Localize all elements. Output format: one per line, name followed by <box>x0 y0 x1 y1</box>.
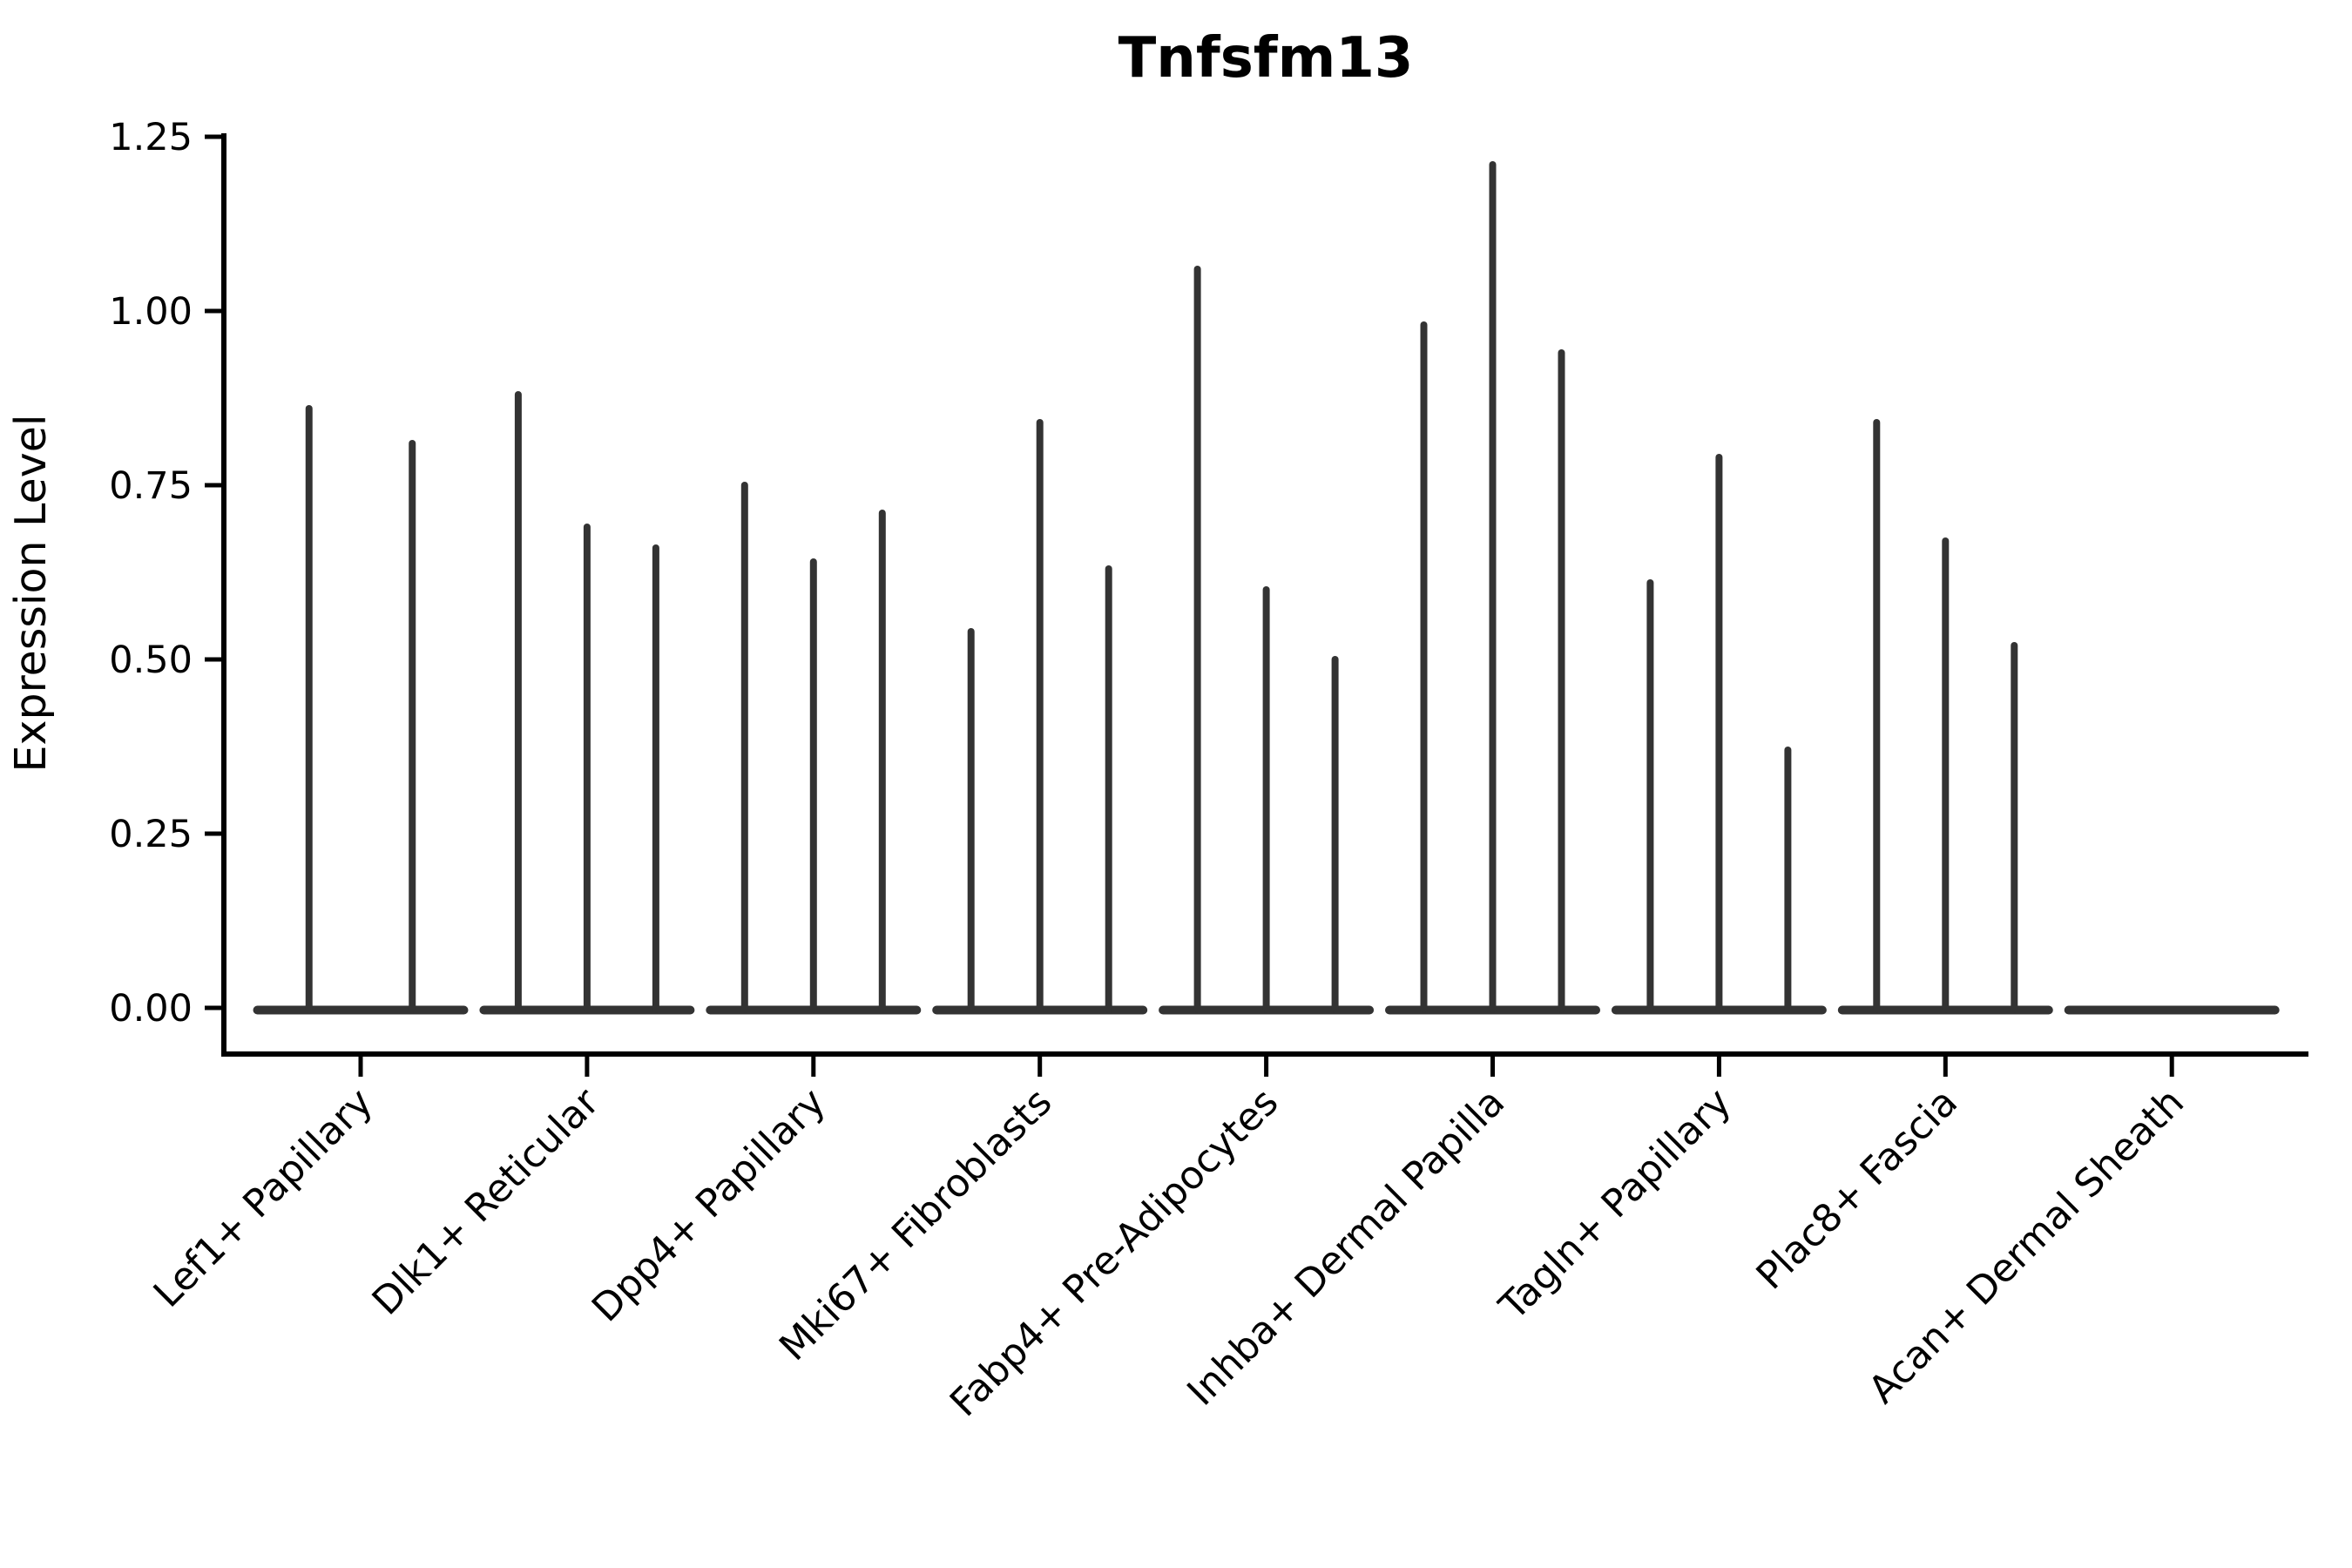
y-axis-ticks: 0.00 0.25 0.50 0.75 1.00 1.25 <box>109 116 224 1031</box>
y-axis-label: Expression Level <box>6 415 56 773</box>
violin-group <box>706 482 922 1015</box>
y-tick-label: 1.25 <box>109 116 193 159</box>
violin-group <box>932 419 1148 1015</box>
y-tick-label: 0.00 <box>109 987 193 1031</box>
x-tick-label: Plac8+ Fascia <box>1748 1080 1967 1299</box>
x-tick-label: Dpp4+ Papillary <box>584 1080 835 1331</box>
violin-group <box>1837 419 2053 1015</box>
plot-title: Tnfsfm13 <box>1119 26 1414 91</box>
violin-group <box>1385 161 1600 1015</box>
y-tick-label: 0.50 <box>109 639 193 682</box>
y-tick-label: 0.25 <box>109 813 193 856</box>
y-tick-label: 0.75 <box>109 464 193 508</box>
y-tick-label: 1.00 <box>109 290 193 334</box>
violin-group <box>479 391 695 1015</box>
x-tick-label: Lef1+ Papillary <box>145 1080 382 1316</box>
x-tick-label: Tagln+ Papillary <box>1490 1080 1740 1329</box>
violin-group <box>1159 266 1375 1015</box>
violin-group <box>253 405 469 1015</box>
violin-series <box>253 161 2280 1015</box>
violin-group <box>1611 454 1827 1015</box>
x-tick-label: Dlk1+ Reticular <box>364 1079 609 1324</box>
